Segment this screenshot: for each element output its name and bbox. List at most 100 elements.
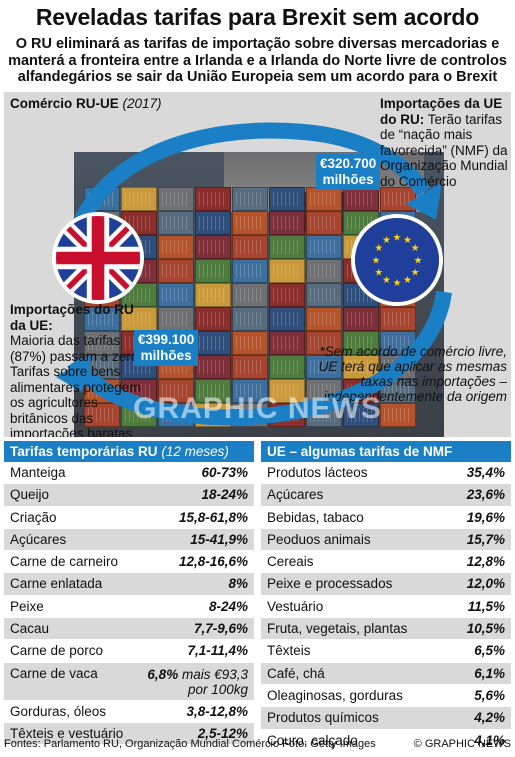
- eu-imports-block: Importações da UE do RU: Terão tarifas d…: [380, 96, 508, 189]
- row-value: 18-24%: [201, 487, 248, 503]
- shipping-container: [195, 307, 231, 331]
- eu-amount-value: €320.700: [320, 156, 377, 171]
- table-row: Peixe 8-24%: [4, 596, 254, 619]
- shipping-container: [158, 259, 194, 283]
- table-row: Oleaginosas, gorduras 5,6%: [261, 685, 511, 708]
- uk-flag-icon: [52, 212, 144, 304]
- shipping-container: [306, 307, 342, 331]
- shipping-container: [195, 211, 231, 235]
- row-value: 8%: [228, 576, 248, 592]
- uk-amount-value: €399.100: [138, 332, 195, 347]
- shipping-container: [195, 379, 231, 403]
- left-table-note: (12 meses): [161, 444, 229, 459]
- table-row: Cereais 12,8%: [261, 551, 511, 574]
- shipping-container: [269, 283, 305, 307]
- page-title: Reveladas tarifas para Brexit sem acordo: [35, 4, 480, 30]
- shipping-container: [158, 211, 194, 235]
- shipping-container: [195, 235, 231, 259]
- row-name: Têxteis: [267, 643, 311, 659]
- row-name: Carne de vaca: [10, 665, 98, 681]
- shipping-container: [380, 307, 416, 331]
- table-row: Gorduras, óleos 3,8-12,8%: [4, 701, 254, 723]
- left-table-header: Tarifas temporárias RU (12 meses): [4, 441, 254, 462]
- row-value: 15,8-61,8%: [178, 509, 248, 525]
- table-row: Carne de porco 7,1-11,4%: [4, 640, 254, 663]
- row-name: Carne de carneiro: [10, 554, 119, 570]
- row-value: 15-41,9%: [190, 531, 248, 547]
- row-value: 6,8% mais €93,3 por 100kg: [147, 667, 248, 697]
- row-name: Cereais: [267, 554, 314, 570]
- watermark: GRAPHIC NEWS: [133, 392, 382, 425]
- row-name: Bebidas, tabaco: [267, 509, 364, 525]
- shipping-container: [232, 355, 268, 379]
- svg-text:★: ★: [374, 243, 383, 254]
- table-row: Produtos lácteos 35,4%: [261, 462, 511, 485]
- row-name: Açúcares: [267, 487, 324, 503]
- table-row: Queijo 18-24%: [4, 484, 254, 507]
- shipping-container: [269, 379, 305, 403]
- row-name: Manteiga: [10, 465, 66, 480]
- shipping-container: [232, 283, 268, 307]
- table-row: Produtos químicos 4,2%: [261, 707, 511, 730]
- row-name: Oleaginosas, gorduras: [267, 687, 403, 703]
- row-value: 6,5%: [474, 643, 505, 659]
- row-name: Peixe e processados: [267, 576, 393, 592]
- svg-text:★: ★: [382, 275, 391, 286]
- svg-text:★: ★: [393, 278, 402, 289]
- left-table-title: Tarifas temporárias RU: [10, 444, 158, 459]
- right-table: Produtos lácteos 35,4% Açúcares 23,6% Bebi…: [261, 462, 511, 752]
- table-row: Couro, calçado 4,1%: [261, 730, 511, 752]
- row-value: 35,4%: [466, 465, 505, 480]
- footer: Fontes: Parlamento RU, Organização Mundi…: [4, 738, 511, 750]
- shipping-container: [195, 283, 231, 307]
- row-name: Açúcares: [10, 531, 67, 547]
- row-name: Peoduos animais: [267, 531, 371, 547]
- shipping-container: [269, 307, 305, 331]
- shipping-container: [306, 283, 342, 307]
- svg-text:★: ★: [411, 243, 420, 254]
- row-value: 60-73%: [201, 465, 248, 480]
- shipping-container: [343, 355, 379, 379]
- shipping-container: [232, 211, 268, 235]
- footer-credit: © GRAPHIC NEWS: [413, 738, 511, 750]
- row-value: 23,6%: [466, 487, 505, 503]
- shipping-container: [158, 283, 194, 307]
- shipping-container: [343, 307, 379, 331]
- table-row: Carne de vaca 6,8% mais €93,3 por 100kg: [4, 662, 254, 701]
- table-row: Peoduos animais 15,7%: [261, 528, 511, 552]
- eu-amount-unit: milhões: [322, 172, 374, 187]
- svg-text:★: ★: [374, 267, 383, 278]
- shipping-container: [269, 355, 305, 379]
- row-value: 11,5%: [467, 598, 505, 614]
- shipping-container: [158, 379, 194, 403]
- shipping-container: [232, 235, 268, 259]
- row-value: 7,7-9,6%: [193, 621, 248, 637]
- shipping-container: [121, 187, 157, 211]
- eu-amount-badge: €320.700 milhões: [316, 154, 381, 190]
- shipping-container: [269, 235, 305, 259]
- row-value: 3,8-12,8%: [186, 703, 248, 719]
- uk-imports-block: Importações do RU da UE: Maioria das tar…: [10, 302, 150, 437]
- uk-imports-text: Maioria das tarifas (87%) passam a zero.…: [10, 333, 143, 437]
- row-value: 15,7%: [466, 531, 505, 547]
- shipping-container: [195, 259, 231, 283]
- beef-rate: 6,8%: [147, 666, 179, 682]
- page-subtitle: O RU eliminará as tarifas de importação …: [8, 36, 507, 85]
- shipping-container: [269, 331, 305, 355]
- row-name: Gorduras, óleos: [10, 703, 107, 719]
- shipping-container: [269, 211, 305, 235]
- uk-amount-unit: milhões: [140, 348, 192, 363]
- row-name: Queijo: [10, 487, 50, 503]
- eu-imports-title: Importações da UE do RU:: [380, 96, 503, 127]
- svg-text:★: ★: [411, 267, 420, 278]
- row-name: Produtos químicos: [267, 710, 379, 726]
- table-row: Peixe e processados 12,0%: [261, 573, 511, 596]
- shipping-container: [380, 187, 416, 211]
- row-value: 10,5%: [466, 621, 505, 637]
- shipping-container: [121, 307, 157, 331]
- table-row: Manteiga 60-73%: [4, 462, 254, 485]
- shipping-container: [306, 259, 342, 283]
- row-name: Carne enlatada: [10, 576, 103, 592]
- svg-text:★: ★: [403, 275, 412, 286]
- row-value: 12,8%: [466, 554, 505, 570]
